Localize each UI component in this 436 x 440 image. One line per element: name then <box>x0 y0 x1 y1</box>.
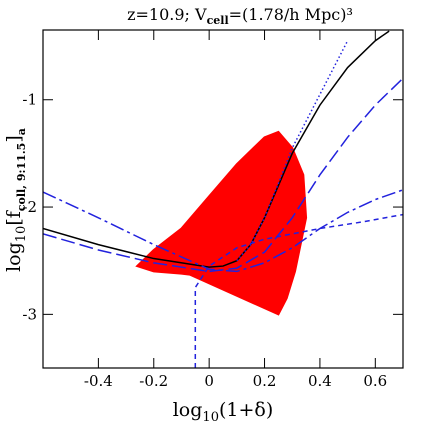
plot-frame <box>42 29 404 369</box>
x-tick-label: 0.2 <box>253 372 277 390</box>
x-tick-label: -0.4 <box>84 372 113 390</box>
y-tick-label: -2 <box>22 198 37 216</box>
y-axis-label: log10[fcoll, 9:11.5]a <box>3 128 29 272</box>
ylabel-sub: a <box>15 128 28 135</box>
x-axis-label: log10(1+δ) <box>173 399 274 425</box>
ylabel-sub: 10 <box>14 226 29 243</box>
xlabel-sub: 10 <box>202 410 219 425</box>
x-tick-label: 0 <box>204 372 214 390</box>
curve <box>43 189 403 273</box>
ylabel-part: [f <box>3 209 25 225</box>
ylabel-sub: coll, 9:11.5 <box>15 143 28 212</box>
title-part: z=10.9; V <box>127 5 207 24</box>
curve <box>43 77 403 273</box>
x-tick-label: 0.6 <box>363 372 387 390</box>
x-tick-label: 0.4 <box>308 372 332 390</box>
curve <box>194 213 403 368</box>
y-tick-label: -1 <box>22 91 37 109</box>
chart-title: z=10.9; Vcell=(1.78/h Mpc)³ <box>127 5 353 27</box>
ylabel-part: ] <box>3 135 25 142</box>
x-tick-label: -0.2 <box>139 372 168 390</box>
xlabel-part: (1+δ) <box>219 399 273 421</box>
ylabel-part: log <box>3 242 25 272</box>
title-sub: cell <box>207 14 229 27</box>
y-tick-label: -3 <box>22 305 37 323</box>
scatter-cloud <box>135 130 308 316</box>
xlabel-part: log <box>173 399 203 421</box>
title-part: =(1.78/h Mpc)³ <box>229 5 353 24</box>
